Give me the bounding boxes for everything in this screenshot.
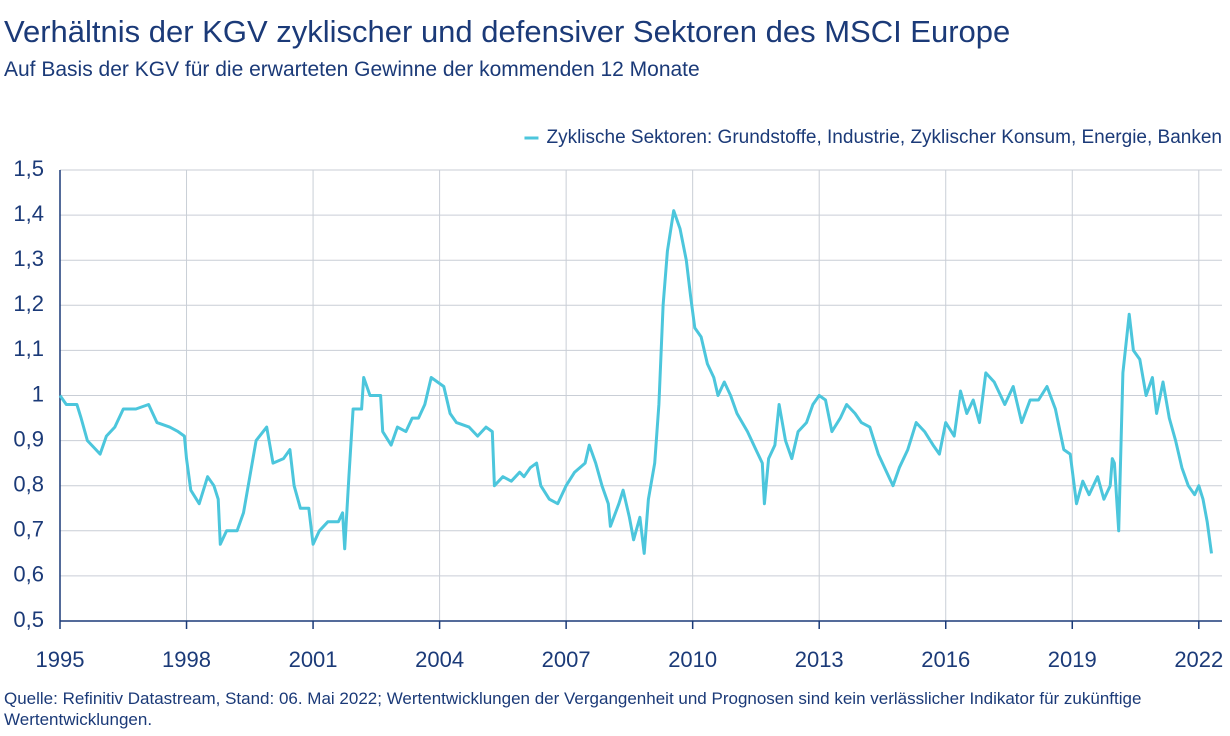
x-tick-label: 2022: [1174, 647, 1223, 672]
source-note: Quelle: Refinitiv Datastream, Stand: 06.…: [4, 689, 1142, 729]
y-tick-label: 1: [32, 381, 44, 406]
chart-subtitle: Auf Basis der KGV für die erwarteten Gew…: [4, 58, 700, 81]
y-tick-label: 1,3: [13, 246, 44, 271]
y-tick-label: 1,4: [13, 201, 44, 226]
legend-label: Zyklische Sektoren: Grundstoffe, Industr…: [546, 127, 1222, 148]
y-tick-label: 0,7: [13, 517, 44, 542]
y-tick-label: 0,5: [13, 607, 44, 632]
x-tick-label: 2007: [542, 647, 591, 672]
x-tick-label: 2001: [289, 647, 338, 672]
chart: 0,5 0,6 0,7 0,8 0,9 1 1,1 1,2 1,3 1,4 1,5 1995 1998 2…: [13, 127, 1223, 672]
x-tick-label: 2004: [415, 647, 464, 672]
y-tick-label: 1,1: [13, 336, 44, 361]
y-tick-label: 0,8: [13, 472, 44, 497]
x-tick-label: 1998: [162, 647, 211, 672]
x-tick-label: 2010: [668, 647, 717, 672]
chart-title: Verhältnis der KGV zyklischer und defens…: [4, 14, 1011, 49]
y-tick-label: 0,6: [13, 562, 44, 587]
x-tick-label: 2016: [921, 647, 970, 672]
x-tick-label: 1995: [36, 647, 85, 672]
data-line: [58, 209, 1213, 555]
y-tick-label: 0,9: [13, 426, 44, 451]
x-tick-label: 2013: [795, 647, 844, 672]
x-tick-label: 2019: [1048, 647, 1097, 672]
y-tick-label: 1,2: [13, 291, 44, 316]
y-tick-label: 1,5: [13, 156, 44, 181]
